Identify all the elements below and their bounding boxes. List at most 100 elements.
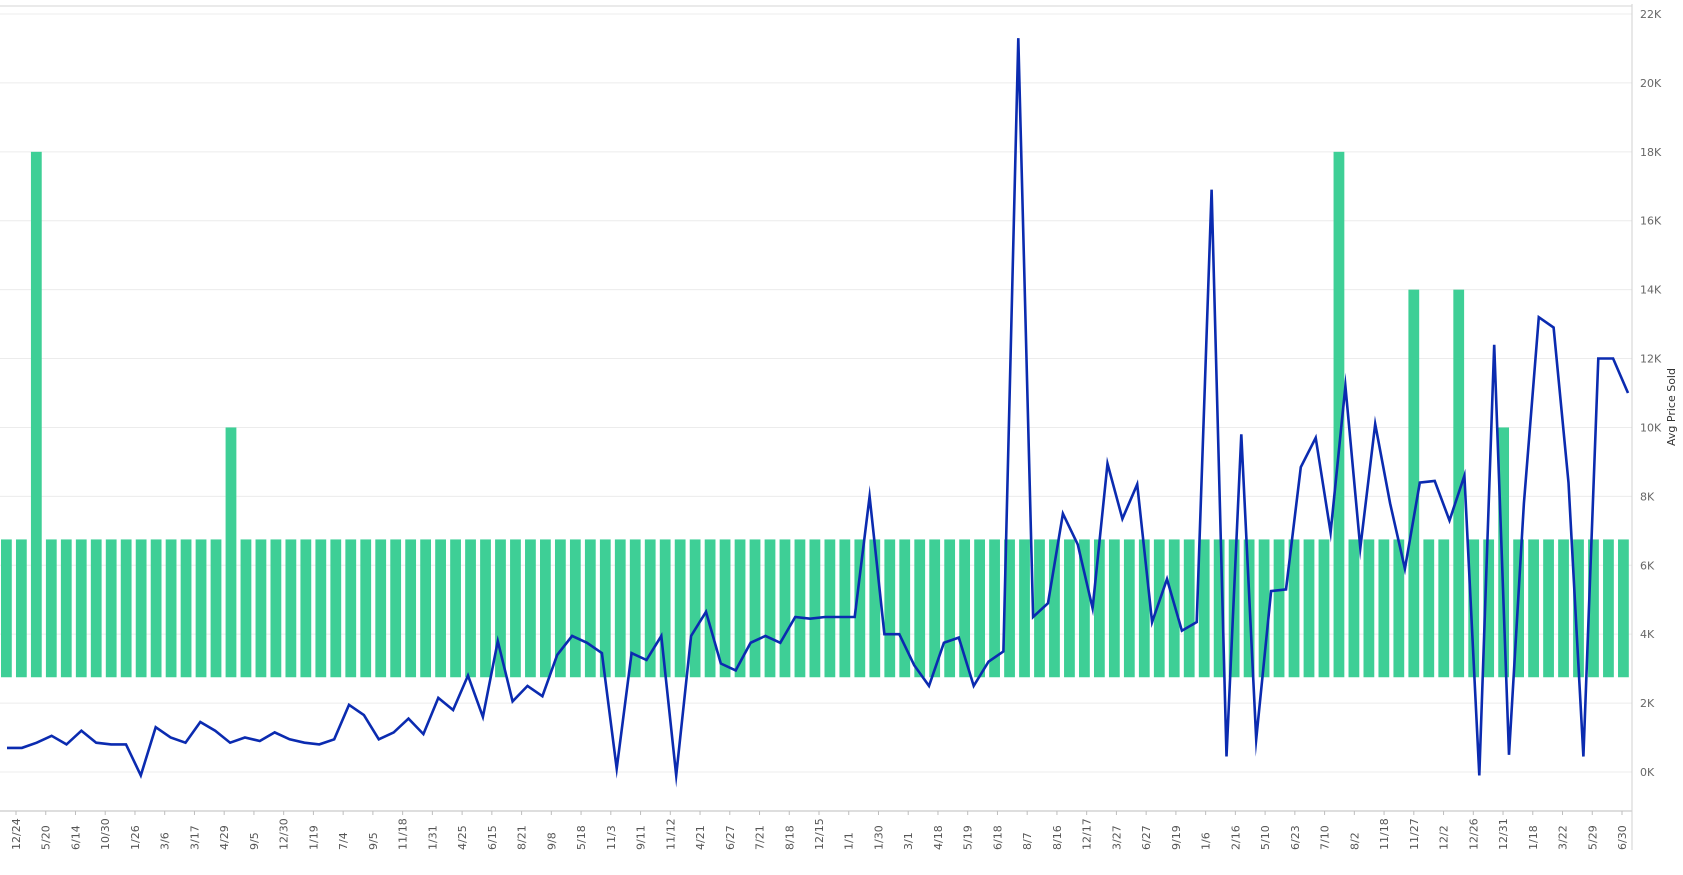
bar [1543,539,1554,678]
x-tick-label: 11/18 [1378,818,1391,850]
y-tick-label: 16K [1640,215,1662,228]
x-tick-label: 1/30 [872,825,885,850]
bar [525,539,536,678]
bar [1483,539,1495,678]
bar [480,539,491,678]
avg-price-line [7,38,1630,788]
bar [1093,539,1105,678]
x-tick-label: 3/17 [188,825,201,850]
bar [599,539,611,678]
bar [689,539,701,678]
x-tick-label: 3/27 [1110,825,1123,850]
line-series [7,38,1630,788]
bar [839,539,851,678]
x-tick-label: 8/16 [1051,825,1064,850]
bar [255,539,267,678]
bar [644,539,656,678]
bar [435,539,446,678]
x-tick-label: 11/3 [605,825,618,850]
bar [105,539,117,678]
x-tick-label: 12/2 [1438,825,1451,850]
bar [1258,539,1270,678]
bar [150,539,162,678]
bar [1378,539,1390,678]
bar [30,151,42,678]
x-tick-label: 12/26 [1467,818,1480,850]
x-tick-label: 6/14 [69,825,82,850]
x-tick-label: 6/23 [1289,825,1302,850]
bar [779,539,791,678]
x-tick-label: 12/15 [813,818,826,850]
bar [1438,539,1450,678]
bar [1528,539,1539,678]
x-tick-label: 6/15 [486,825,499,850]
x-tick-label: 5/20 [40,825,53,850]
x-tick-label: 10/30 [99,818,112,850]
bar [405,539,417,678]
bar [704,539,716,678]
bar [360,539,372,678]
y-tick-label: 12K [1640,353,1662,366]
bar [225,427,237,678]
bar [90,539,102,678]
bar [180,539,192,678]
bar [554,539,566,678]
x-tick-label: 3/6 [159,832,172,850]
bar [1153,539,1165,678]
x-tick-label: 6/27 [1140,825,1153,850]
bar [734,539,746,678]
x-tick-label: 8/2 [1348,832,1361,850]
bar [764,539,776,678]
x-tick-label: 11/18 [397,818,410,850]
bar [1573,539,1584,678]
bar [659,539,671,678]
bar [270,539,282,678]
x-tick-label: 12/31 [1497,818,1510,850]
x-tick-label: 5/29 [1586,825,1599,850]
x-tick-label: 9/19 [1170,825,1183,850]
y-tick-label: 20K [1640,77,1662,90]
bar [135,539,147,678]
y-tick-label: 10K [1640,421,1662,434]
x-tick-label: 5/19 [962,825,975,850]
bar [1049,539,1060,678]
bar [674,539,686,678]
y-tick-label: 18K [1640,146,1662,159]
bar [1,539,12,678]
bar [869,539,881,678]
bar [495,539,506,678]
x-tick-label: 1/1 [843,832,856,850]
bar [1408,289,1420,678]
bar [390,539,402,678]
x-tick-label: 4/21 [694,825,707,850]
bar [809,539,821,678]
bar [510,539,521,678]
bar [1213,539,1225,678]
bar [884,539,896,678]
bar [1318,539,1330,678]
y-tick-label: 6K [1640,559,1655,572]
bar [1303,539,1315,678]
x-tick-label: 8/21 [516,825,529,850]
bar [1198,539,1210,678]
bar [300,539,312,678]
bar [450,539,461,678]
bar [60,539,72,678]
x-tick-label: 5/18 [575,825,588,850]
x-axis-ticks: 12/24 5/20 6/14 10/30 1/26 3/6 3/17 4/29 9/5 12/3… [10,811,1629,850]
bar [345,539,357,678]
bar [1004,539,1015,678]
bar [120,539,132,678]
bar [1618,539,1629,678]
bar [15,539,27,678]
x-tick-label: 8/18 [783,825,796,850]
x-tick-label: 6/18 [991,825,1004,850]
bar [375,539,387,678]
bar [1064,539,1075,678]
y-tick-label: 0K [1640,766,1655,779]
bar [1123,539,1135,678]
bar [1108,539,1120,678]
bar-series [1,151,1629,678]
